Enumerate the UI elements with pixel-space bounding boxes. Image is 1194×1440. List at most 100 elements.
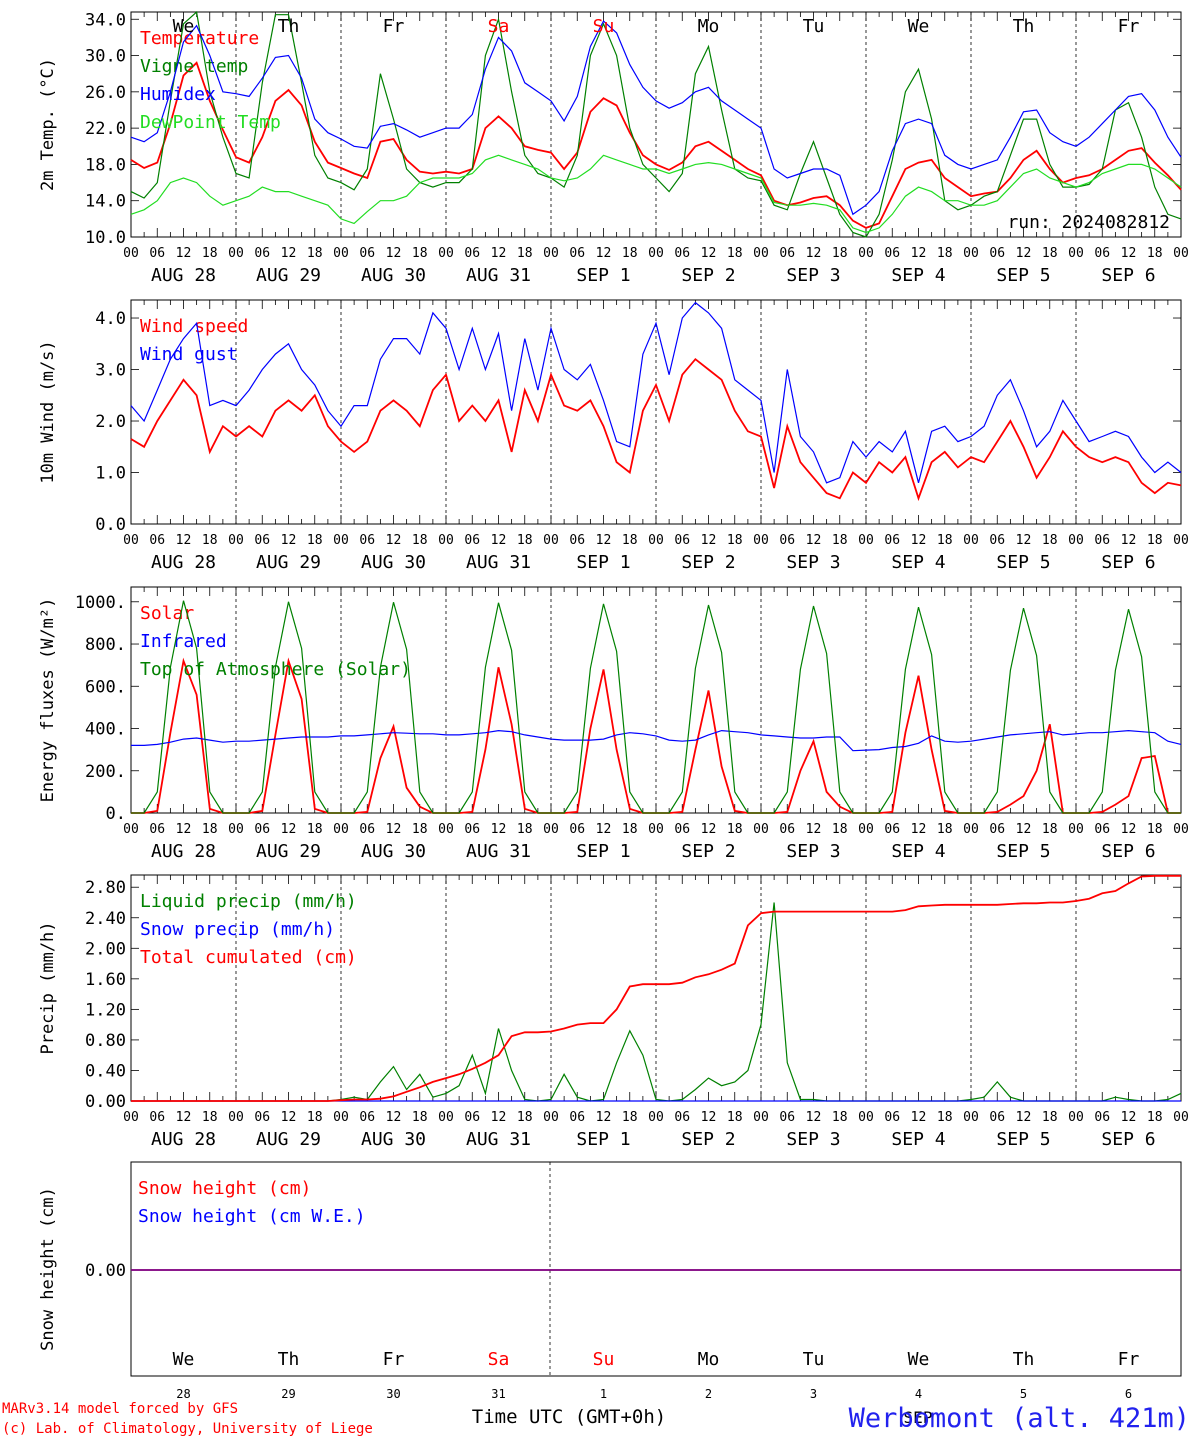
y-axis-label: Snow height (cm) — [38, 1187, 58, 1351]
panels: 10.014.018.022.026.030.034.02m Temp. (°C… — [38, 10, 1189, 1427]
hour-tick-label: 06 — [1094, 1110, 1110, 1125]
hour-tick-label: 06 — [464, 533, 480, 548]
hour-tick-label: 12 — [596, 246, 612, 261]
hour-tick-label: 06 — [779, 246, 795, 261]
hour-tick-label: 00 — [963, 1110, 979, 1125]
date-label: AUG 29 — [256, 265, 321, 286]
hour-tick-label: 18 — [1042, 1110, 1058, 1125]
date-label: AUG 30 — [361, 265, 426, 286]
y-tick-label: 2.0 — [95, 412, 126, 432]
hour-tick-label: 00 — [1173, 1110, 1189, 1125]
hour-tick-label: 12 — [596, 822, 612, 837]
hour-tick-label: 06 — [254, 1110, 270, 1125]
hour-tick-label: 06 — [464, 822, 480, 837]
hour-tick-label: 12 — [176, 246, 192, 261]
hour-tick-label: 00 — [438, 822, 454, 837]
hour-tick-label: 12 — [1016, 1110, 1032, 1125]
date-label: SEP 1 — [576, 1129, 630, 1150]
hour-tick-label: 00 — [228, 1110, 244, 1125]
hour-tick-label: 06 — [989, 533, 1005, 548]
hour-tick-label: 12 — [806, 1110, 822, 1125]
hour-tick-label: 12 — [1016, 822, 1032, 837]
hour-tick-label: 06 — [674, 1110, 690, 1125]
hour-tick-label: 06 — [569, 822, 585, 837]
hour-tick-label: 00 — [438, 533, 454, 548]
legend-label: Top of Atmosphere (Solar) — [140, 659, 411, 680]
y-tick-label: 18.0 — [85, 155, 126, 175]
series-line-dewpoint-temp — [130, 154, 1182, 234]
hour-tick-label: 12 — [1121, 822, 1137, 837]
hour-tick-label: 12 — [806, 533, 822, 548]
hour-tick-label: 00 — [858, 533, 874, 548]
hour-tick-label: 00 — [123, 246, 139, 261]
hour-tick-label: 00 — [228, 822, 244, 837]
legend-label: Vigne temp — [140, 56, 248, 77]
y-tick-label: 0.80 — [85, 1031, 126, 1051]
hour-tick-label: 18 — [412, 246, 428, 261]
hour-tick-label: 12 — [176, 822, 192, 837]
date-label: SEP 1 — [576, 841, 630, 862]
hour-tick-label: 12 — [596, 1110, 612, 1125]
hour-tick-label: 12 — [806, 246, 822, 261]
hour-tick-label: 18 — [307, 246, 323, 261]
hour-tick-label: 12 — [386, 246, 402, 261]
hour-tick-label: 06 — [674, 822, 690, 837]
hour-tick-label: 18 — [1042, 822, 1058, 837]
dow-label: Tu — [803, 1349, 825, 1370]
hour-tick-label: 06 — [884, 246, 900, 261]
hour-tick-label: 18 — [412, 1110, 428, 1125]
date-label: AUG 28 — [151, 841, 216, 862]
hour-tick-label: 06 — [884, 533, 900, 548]
date-label: SEP 4 — [891, 265, 945, 286]
date-label: AUG 28 — [151, 265, 216, 286]
hour-tick-label: 18 — [937, 1110, 953, 1125]
date-label: SEP 2 — [681, 841, 735, 862]
y-tick-label: 34.0 — [85, 10, 126, 30]
dow-label: We — [173, 16, 195, 37]
hour-tick-label: 18 — [517, 533, 533, 548]
hour-tick-label: 00 — [753, 1110, 769, 1125]
x-axis-title: Time UTC (GMT+0h) — [472, 1406, 666, 1428]
hour-tick-label: 00 — [543, 533, 559, 548]
hour-tick-label: 18 — [1147, 533, 1163, 548]
hour-tick-label: 00 — [1173, 246, 1189, 261]
hour-tick-label: 06 — [464, 246, 480, 261]
hour-tick-label: 00 — [753, 822, 769, 837]
hour-tick-label: 18 — [832, 246, 848, 261]
hour-tick-label: 18 — [622, 246, 638, 261]
date-label: AUG 30 — [361, 841, 426, 862]
hour-tick-label: 06 — [989, 1110, 1005, 1125]
hour-tick-label: 00 — [1068, 1110, 1084, 1125]
hour-tick-label: 06 — [359, 1110, 375, 1125]
hour-tick-label: 12 — [386, 533, 402, 548]
date-label: SEP 5 — [996, 1129, 1050, 1150]
hour-tick-label: 18 — [727, 246, 743, 261]
hour-tick-label: 06 — [989, 246, 1005, 261]
legend-label: Liquid precip (mm/h) — [140, 891, 357, 912]
dow-label: Su — [593, 16, 615, 37]
hour-tick-label: 18 — [202, 1110, 218, 1125]
hour-tick-label: 18 — [1147, 822, 1163, 837]
dow-label: Mo — [698, 1349, 720, 1370]
y-tick-label: 22.0 — [85, 119, 126, 139]
hour-tick-label: 06 — [779, 822, 795, 837]
series-line-vigne-temp — [130, 10, 1182, 238]
series-line-humidex — [130, 20, 1182, 216]
date-label: SEP 4 — [891, 552, 945, 573]
hour-tick-label: 18 — [1042, 246, 1058, 261]
hour-tick-label: 06 — [779, 533, 795, 548]
day-number: 2 — [705, 1387, 712, 1401]
dow-label: Fr — [1118, 1349, 1140, 1370]
series-line-wind-gust — [130, 301, 1182, 484]
hour-tick-label: 18 — [307, 1110, 323, 1125]
series-line-wind-speed — [130, 357, 1182, 502]
hour-tick-label: 00 — [858, 822, 874, 837]
hour-tick-label: 06 — [1094, 822, 1110, 837]
y-tick-label: 1.60 — [85, 970, 126, 990]
hour-tick-label: 12 — [806, 822, 822, 837]
hour-tick-label: 12 — [281, 533, 297, 548]
y-tick-label: 2.80 — [85, 878, 126, 898]
date-label: SEP 3 — [786, 552, 840, 573]
